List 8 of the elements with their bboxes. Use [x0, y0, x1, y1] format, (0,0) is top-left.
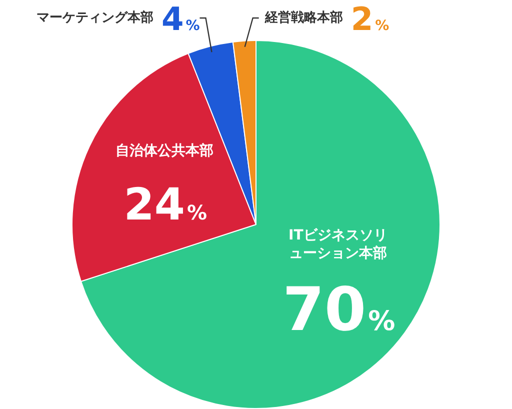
slice-label: マーケティング本部	[36, 9, 154, 26]
slice-label: 自治体公共本部	[115, 142, 214, 160]
data-label: 4%	[161, 0, 200, 38]
slice-label: ITビジネスソリューション本部	[288, 228, 388, 262]
slice-label: 経営戦略本部	[264, 9, 343, 26]
data-label: 70%	[282, 274, 396, 345]
data-label: 24%	[124, 179, 208, 230]
data-label: 2%	[350, 0, 390, 38]
